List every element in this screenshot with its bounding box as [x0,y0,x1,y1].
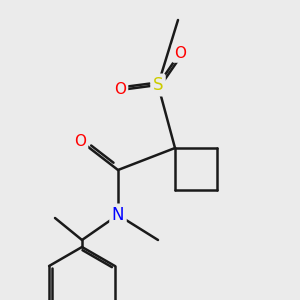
Text: O: O [114,82,126,98]
Text: N: N [112,206,124,224]
Text: O: O [174,46,186,61]
Text: S: S [153,76,163,94]
Text: O: O [74,134,86,148]
